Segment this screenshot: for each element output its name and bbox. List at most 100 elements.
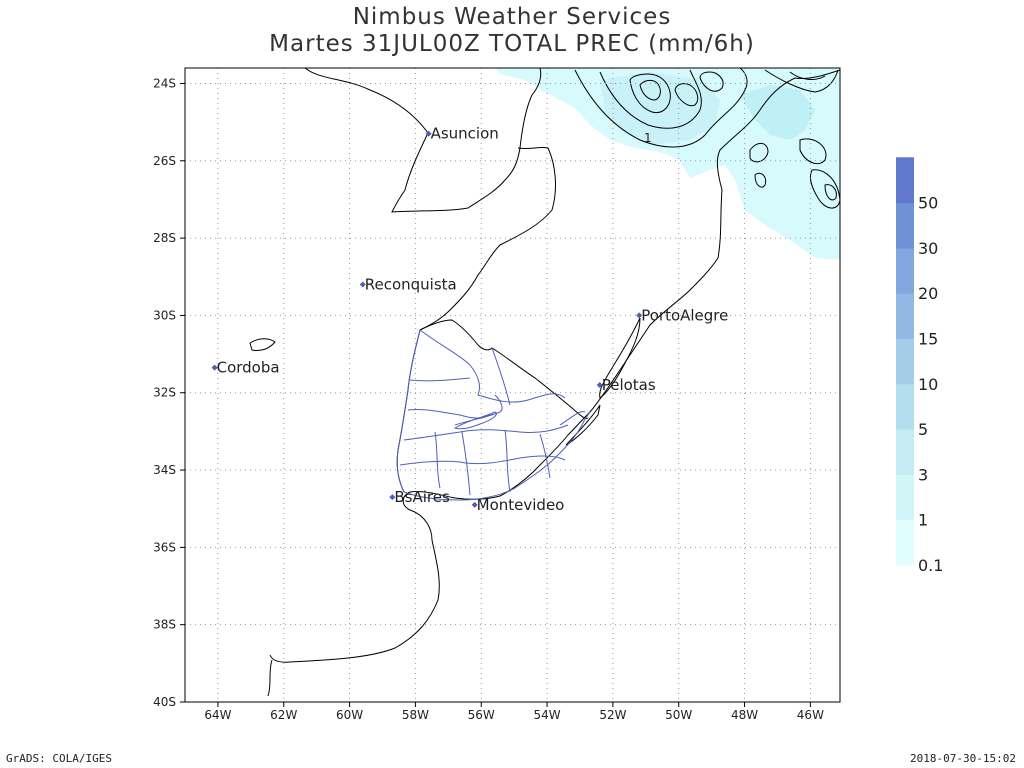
contour-line (789, 71, 826, 80)
map-frame (184, 67, 841, 703)
department-border (419, 329, 481, 396)
city-marker-icon (471, 501, 478, 508)
lat-tick-label: 24S (153, 76, 176, 90)
colorbar-swatch (896, 519, 914, 566)
department-border (454, 394, 503, 426)
contour-line (674, 83, 699, 107)
colorbar-swatch (896, 293, 914, 339)
contour-line (749, 143, 769, 163)
contour-line (809, 169, 841, 209)
colorbar-swatch (896, 383, 914, 430)
department-border (409, 377, 471, 382)
department-border (491, 347, 511, 406)
department-border (396, 329, 591, 501)
uruguay-north-border (419, 319, 589, 419)
city-marker-icon (389, 494, 396, 501)
colorbar-label: 15 (918, 330, 938, 349)
department-border (434, 431, 441, 489)
chart-title: Nimbus Weather Services (352, 4, 672, 30)
contour-line (699, 71, 724, 92)
contour-line (574, 67, 748, 148)
footer-credit: GrADS: COLA/IGES (6, 752, 112, 765)
colorbar-swatch (896, 474, 914, 521)
paraguay-border (304, 67, 542, 213)
lat-tick-label: 36S (153, 540, 176, 554)
department-border (407, 409, 491, 419)
city-marker-icon (636, 312, 643, 319)
lon-tick-label: 60W (336, 708, 363, 722)
lon-tick-label: 50W (665, 708, 692, 722)
contour-line (824, 184, 837, 201)
lat-tick-label: 34S (153, 463, 176, 477)
colorbar-swatch (896, 247, 914, 294)
colorbar-label: 3 (918, 465, 928, 484)
department-border (539, 433, 551, 479)
contour-label: 1 (644, 131, 652, 145)
city-label: Montevideo (477, 496, 565, 514)
map-grid (185, 68, 840, 702)
colorbar-label: 20 (918, 284, 938, 303)
colorbar-swatch (896, 338, 914, 385)
lagoa-dos-patos (599, 317, 641, 399)
chart-subtitle: Martes 31JUL00Z TOTAL PREC (mm/6h) (269, 31, 755, 57)
brazil-coast (269, 69, 841, 663)
parana-river (419, 146, 556, 331)
colorbar-swatch (896, 157, 914, 204)
contour-line (764, 69, 839, 93)
contour-line (754, 172, 767, 188)
footer-timestamp: 2018-07-30-15:02 (910, 752, 1016, 765)
colorbar-label: 1 (918, 511, 928, 530)
contour-line (639, 79, 661, 101)
precip-area-patch (740, 85, 815, 140)
contour-line (599, 69, 702, 129)
colorbar-swatch (896, 429, 914, 475)
uruguay-departments (396, 329, 591, 501)
lon-tick-label: 58W (402, 708, 429, 722)
city-marker-icon (359, 281, 366, 288)
lat-tick-label: 30S (153, 308, 176, 322)
colorbar-label: 5 (918, 420, 928, 439)
lagoa-mirim (565, 404, 601, 446)
city-label: BsAires (394, 488, 450, 506)
lon-tick-label: 62W (270, 708, 297, 722)
city-label: Asuncion (431, 125, 499, 143)
lon-tick-label: 54W (533, 708, 560, 722)
city-markers: Asuncion Reconquista Cordoba PortoAlegre Pel… (211, 125, 728, 514)
city-marker-icon (425, 130, 432, 137)
colorbar-label: 0.1 (918, 556, 943, 575)
lon-tick-label: 56W (468, 708, 495, 722)
lat-tick-label: 32S (153, 386, 176, 400)
city-marker-icon (211, 364, 218, 371)
city-label: Pelotas (602, 376, 656, 394)
lat-tick-label: 28S (153, 231, 176, 245)
cordoba-lake (249, 338, 276, 351)
colorbar-swatch (896, 202, 914, 249)
lon-tick-label: 64W (204, 708, 231, 722)
contour-line (799, 138, 827, 165)
colorbar-label: 50 (918, 194, 938, 213)
department-border (403, 424, 569, 441)
contour-line (629, 73, 671, 114)
department-border (477, 393, 566, 403)
lon-tick-label: 46W (797, 708, 824, 722)
argentina-coast-south (267, 659, 273, 697)
colorbar-label: 30 (918, 239, 938, 258)
lat-tick-label: 40S (153, 695, 176, 709)
department-border (559, 411, 586, 426)
city-label: PortoAlegre (641, 306, 728, 324)
city-label: Cordoba (217, 359, 280, 377)
department-border (399, 455, 566, 466)
department-border (504, 429, 511, 493)
department-border (461, 431, 471, 496)
city-label: Reconquista (365, 275, 457, 293)
precipitation-shading: 1 (495, 67, 841, 260)
lon-tick-label: 48W (731, 708, 758, 722)
lat-tick-label: 26S (153, 154, 176, 168)
uruguay-west-river (396, 329, 421, 493)
lat-tick-label: 38S (153, 618, 176, 632)
precip-area-center (600, 72, 720, 145)
rio-negro-lake (453, 411, 497, 430)
colorbar-label: 10 (918, 375, 938, 394)
lon-tick-label: 52W (599, 708, 626, 722)
